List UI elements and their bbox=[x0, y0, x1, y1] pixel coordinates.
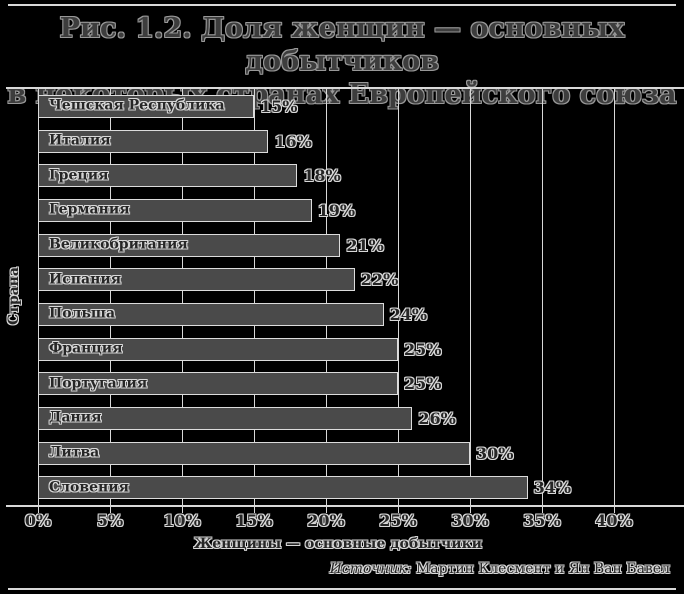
bottom-border-rule bbox=[8, 588, 676, 590]
bar: Дания bbox=[38, 406, 413, 430]
bar-label: Литва bbox=[49, 444, 100, 461]
source-note: Источник: Мартин Клесмент и Ян Ван Бавел bbox=[330, 561, 670, 577]
bar-value-label: 34% bbox=[533, 478, 572, 498]
bar-value-label: 15% bbox=[260, 96, 298, 116]
gridline bbox=[182, 89, 183, 505]
axis-tick bbox=[38, 507, 39, 513]
axis-tick bbox=[398, 507, 399, 513]
bar-value-label: 16% bbox=[274, 131, 312, 151]
bar: Чешская Республика bbox=[38, 94, 254, 118]
bar-value-label: 18% bbox=[303, 166, 341, 186]
gridline bbox=[254, 89, 255, 505]
x-axis-label: Женщины — основные добытчики bbox=[193, 536, 483, 552]
plot-top-border bbox=[6, 87, 684, 89]
bar: Италия bbox=[38, 129, 269, 153]
bar: Великобритания bbox=[38, 233, 341, 257]
tick-label: 25% bbox=[379, 511, 417, 530]
axis-tick bbox=[614, 507, 615, 513]
bar: Польша bbox=[38, 302, 384, 326]
source-label: Источник: bbox=[329, 561, 412, 577]
bar-label: Чешская Республика bbox=[49, 98, 225, 115]
bar-label: Италия bbox=[49, 132, 111, 149]
bar-value-label: 21% bbox=[346, 235, 384, 255]
tick-label: 40% bbox=[595, 511, 633, 530]
bar: Германия bbox=[38, 198, 312, 222]
gridline bbox=[470, 89, 471, 505]
bar-label: Португалия bbox=[49, 375, 148, 392]
bar-label: Словения bbox=[49, 479, 129, 496]
gridline bbox=[614, 89, 615, 505]
top-border-rule bbox=[8, 4, 676, 6]
bar-label: Испания bbox=[49, 271, 122, 288]
bar: Литва bbox=[38, 441, 470, 465]
bar-value-label: 22% bbox=[360, 270, 399, 290]
bar-label: Дания bbox=[49, 410, 102, 427]
bar-value-label: 25% bbox=[404, 374, 442, 394]
bar-label: Германия bbox=[49, 202, 130, 219]
axis-tick bbox=[470, 507, 471, 513]
figure-title-line1: Рис. 1.2. Доля женщин — основных добытчи… bbox=[59, 13, 625, 77]
bar-value-label: 25% bbox=[404, 339, 442, 359]
bar: Греция bbox=[38, 164, 298, 188]
gridline bbox=[398, 89, 399, 505]
axis-tick bbox=[542, 507, 543, 513]
tick-label: 0% bbox=[24, 511, 52, 530]
axis-tick bbox=[254, 507, 255, 513]
y-axis-label: Страна bbox=[6, 267, 22, 325]
axis-tick bbox=[182, 507, 183, 513]
axis-tick bbox=[110, 507, 111, 513]
bar-label: Греция bbox=[49, 167, 109, 184]
gridline bbox=[110, 89, 111, 505]
bar: Испания bbox=[38, 268, 355, 292]
tick-label: 5% bbox=[96, 511, 124, 530]
source-text: Мартин Клесмент и Ян Ван Бавел bbox=[415, 561, 670, 577]
bar: Словения bbox=[38, 476, 528, 500]
tick-label: 35% bbox=[523, 511, 561, 530]
bar: Португалия bbox=[38, 372, 398, 396]
tick-label: 15% bbox=[235, 511, 273, 530]
figure-title: Рис. 1.2. Доля женщин — основных добытчи… bbox=[0, 12, 684, 111]
gridline bbox=[38, 89, 39, 505]
gridline bbox=[326, 89, 327, 505]
bar-value-label: 19% bbox=[317, 200, 356, 220]
bar-value-label: 24% bbox=[389, 304, 428, 324]
tick-label: 20% bbox=[307, 511, 345, 530]
bar: Франция bbox=[38, 337, 398, 361]
bar-label: Франция bbox=[49, 340, 123, 357]
tick-label: 30% bbox=[451, 511, 489, 530]
tick-label: 10% bbox=[163, 511, 201, 530]
gridline bbox=[542, 89, 543, 505]
x-axis-line bbox=[6, 505, 684, 507]
axis-tick bbox=[326, 507, 327, 513]
bar-value-label: 26% bbox=[418, 408, 456, 428]
bar-label: Польша bbox=[49, 306, 116, 323]
bar-value-label: 30% bbox=[476, 443, 514, 463]
bar-label: Великобритания bbox=[49, 236, 188, 253]
